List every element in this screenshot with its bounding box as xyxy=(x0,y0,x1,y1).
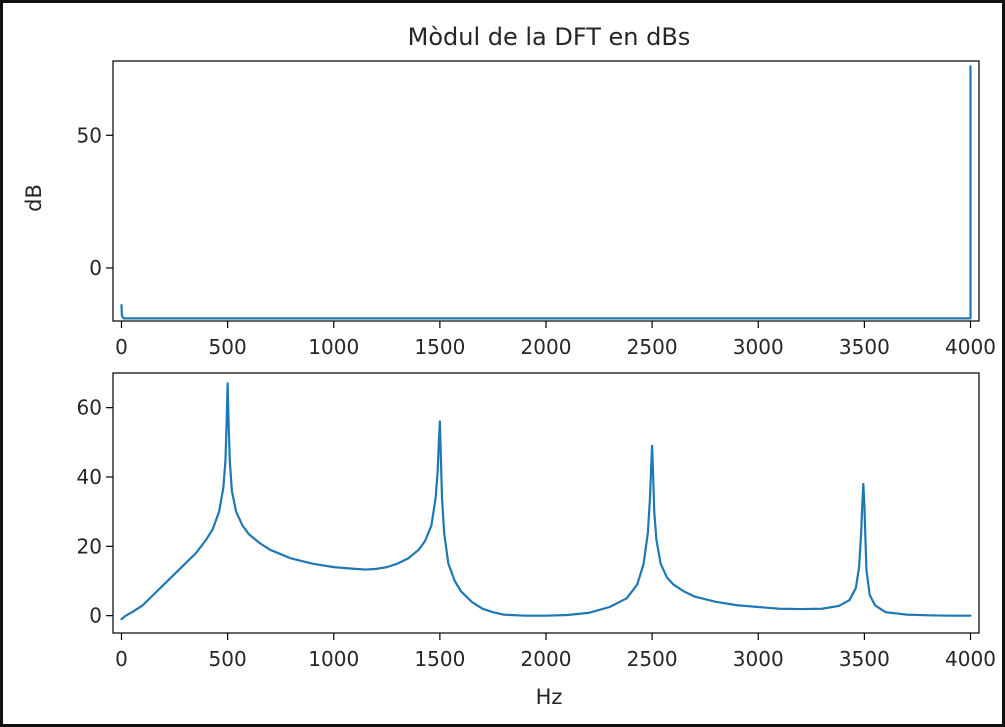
x-tick-label-1-2: 1000 xyxy=(308,647,359,671)
y-tick-label-0-0: 0 xyxy=(89,256,102,280)
top-panel-ylabel: dB xyxy=(22,184,46,212)
x-tick-label-0-3: 1500 xyxy=(414,335,465,359)
bottom-panel-xlabel: Hz xyxy=(536,685,563,709)
x-tick-label-1-1: 500 xyxy=(209,647,247,671)
chart-canvas: Mòdul de la DFT en dBs dB 0 500 1000 1500 20… xyxy=(22,23,996,709)
x-tick-label-0-0: 0 xyxy=(115,335,128,359)
x-tick-label-1-7: 3500 xyxy=(839,647,890,671)
bottom-panel-ticks: 0 500 1000 1500 2000 2500 3000 3500 4000 0 20 40 60 xyxy=(77,396,996,671)
series-line-1-0 xyxy=(120,382,972,621)
x-tick-label-1-3: 1500 xyxy=(414,647,465,671)
bottom-panel-series xyxy=(120,382,972,621)
x-tick-label-0-4: 2000 xyxy=(521,335,572,359)
x-tick-label-0-1: 500 xyxy=(209,335,247,359)
bottom-panel-frame xyxy=(112,372,980,634)
figure: Mòdul de la DFT en dBs dB 0 500 1000 1500 20… xyxy=(3,3,1002,724)
y-tick-label-1-2: 40 xyxy=(77,465,102,489)
chart-title: Mòdul de la DFT en dBs xyxy=(408,23,691,51)
top-panel-frame xyxy=(112,60,980,322)
series-line-0-0 xyxy=(120,65,972,320)
x-tick-label-1-0: 0 xyxy=(115,647,128,671)
y-tick-label-1-3: 60 xyxy=(77,396,102,420)
x-tick-label-1-8: 4000 xyxy=(945,647,996,671)
x-tick-label-0-8: 4000 xyxy=(945,335,996,359)
x-tick-label-1-4: 2000 xyxy=(521,647,572,671)
top-panel: dB 0 500 1000 1500 2000 2500 3000 3500 4000 0 50 xyxy=(22,60,996,359)
x-tick-label-1-6: 3000 xyxy=(733,647,784,671)
top-panel-ticks: 0 500 1000 1500 2000 2500 3000 3500 4000 0 50 xyxy=(77,123,996,359)
top-panel-series xyxy=(120,65,972,320)
bottom-panel: Hz 0 500 1000 1500 2000 2500 3000 3500 4000 0 20 40… xyxy=(77,372,996,709)
y-tick-label-1-1: 20 xyxy=(77,534,102,558)
y-tick-label-1-0: 0 xyxy=(89,604,102,628)
x-tick-label-0-7: 3500 xyxy=(839,335,890,359)
y-tick-label-0-1: 50 xyxy=(77,123,102,147)
x-tick-label-0-5: 2500 xyxy=(627,335,678,359)
x-tick-label-0-6: 3000 xyxy=(733,335,784,359)
x-tick-label-0-2: 1000 xyxy=(308,335,359,359)
x-tick-label-1-5: 2500 xyxy=(627,647,678,671)
